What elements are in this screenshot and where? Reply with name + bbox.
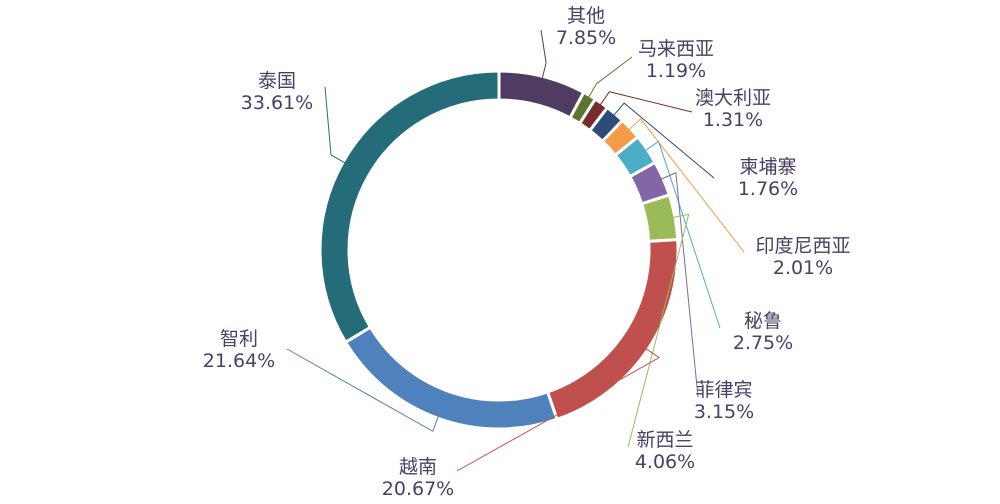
slice-3-label: 柬埔寨	[739, 156, 796, 178]
slice-0-arc	[497, 69, 586, 120]
slice-10-leader-line	[324, 86, 346, 164]
slice-9-label: 智利	[220, 328, 258, 350]
slice-9-value-label: 21.64%	[203, 350, 275, 372]
slice-1-label: 马来西亚	[638, 38, 714, 60]
leader-lines	[286, 29, 745, 472]
slice-8-leader-line	[456, 348, 661, 472]
slice-7-label: 新西兰	[636, 429, 693, 451]
slice-4-leader-line	[628, 118, 745, 253]
slice-8-value-label: 20.67%	[382, 478, 454, 500]
slice-2-value-label: 1.31%	[703, 109, 763, 131]
slice-10-arc	[318, 69, 501, 345]
slice-0-value-label: 7.85%	[556, 27, 616, 49]
slice-6-leader-line	[660, 172, 699, 398]
slice-6-value-label: 3.15%	[694, 401, 754, 423]
slice-9-leader-line	[286, 348, 439, 433]
slice-2-leader-line	[599, 91, 693, 113]
slice-0-leader-line	[540, 29, 547, 79]
slice-9-arc	[343, 325, 559, 431]
slice-8-label: 越南	[399, 456, 437, 478]
slice-10-label: 泰国	[258, 70, 296, 92]
slice-3-leader-line	[613, 102, 715, 179]
slice-labels: 其他7.85% 马来西亚1.19%澳大利亚1.31%柬埔寨1.76%印度尼西亚2.…	[203, 5, 851, 500]
slice-3-value-label: 1.76%	[738, 178, 798, 200]
slice-7-value-label: 4.06%	[635, 451, 695, 473]
slice-7-arc	[639, 193, 680, 243]
slice-0-label: 其他	[567, 5, 605, 27]
slice-10-value-label: 33.61%	[241, 92, 313, 114]
slice-5-leader-line	[645, 140, 721, 329]
slice-1-value-label: 1.19%	[646, 60, 706, 82]
slice-4-label: 印度尼西亚	[755, 235, 850, 257]
slice-5-label: 秘鲁	[744, 310, 782, 332]
slice-6-label: 菲律宾	[695, 379, 752, 401]
slice-4-value-label: 2.01%	[773, 257, 833, 279]
slice-7-leader-line	[627, 213, 690, 448]
donut-slices	[318, 69, 680, 431]
slice-5-value-label: 2.75%	[733, 332, 793, 354]
slice-1-leader-line	[588, 56, 633, 98]
slice-2-label: 澳大利亚	[695, 87, 771, 109]
